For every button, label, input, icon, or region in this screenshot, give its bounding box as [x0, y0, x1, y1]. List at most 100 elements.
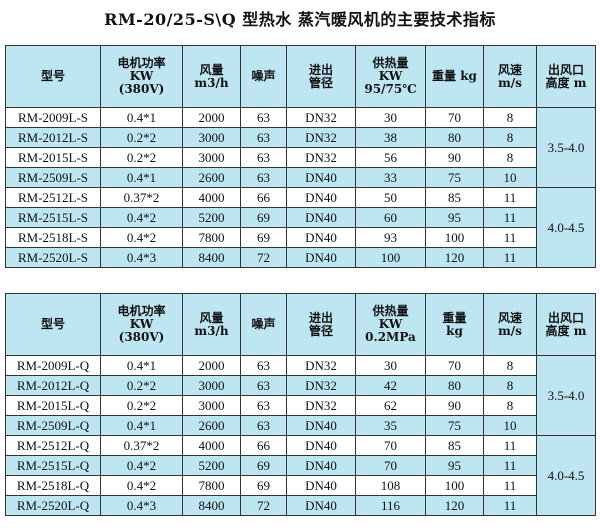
table-cell: 8 — [483, 375, 537, 396]
table-cell: 120 — [425, 247, 484, 268]
header-line: 型号 — [40, 317, 65, 331]
table-cell: 11 — [483, 475, 537, 496]
column-header: 供热量 KW 95/75℃ — [355, 45, 426, 108]
table-row: RM-2009L-Q 0.4*1 2000 63 DN32 30 70 8 3.5-4.0 — [5, 355, 596, 436]
table-cell: 11 — [483, 227, 537, 248]
table-cell: 2000 — [182, 107, 241, 128]
table-cell: DN40 — [286, 187, 356, 208]
table-cell: 95 — [425, 207, 484, 228]
header-line: 风速 — [497, 310, 522, 325]
header-line: (380V) — [118, 330, 165, 344]
table-cell: DN40 — [286, 227, 356, 248]
outlet-height-cell: 3.5-4.0 — [536, 355, 596, 436]
header-row: 型号 电机功率 KW (380V) 风量 m3/h 噪声 进出 管径 供热量 KW 0.2MPa 重量 k… — [5, 293, 596, 356]
column-header: 重量 kg — [425, 293, 484, 356]
column-header: 型号 — [5, 293, 101, 356]
header-line: 出风口 — [547, 310, 584, 325]
column-header: 出风口 高度 m — [536, 293, 596, 356]
table-cell: 0.37*2 — [100, 435, 183, 456]
table-cell: 63 — [240, 355, 287, 376]
header-line: 管径 — [308, 323, 333, 338]
table-cell: 80 — [425, 375, 484, 396]
outlet-height-cell: 3.5-4.0 — [536, 107, 596, 188]
header-line: KW — [378, 69, 403, 83]
table-cell: 69 — [240, 227, 287, 248]
outlet-height-cell: 4.0-4.5 — [536, 435, 596, 516]
table-cell: 8 — [483, 107, 537, 128]
header-line: m/s — [498, 323, 522, 338]
column-header: 噪声 — [240, 293, 287, 356]
table-cell: 11 — [483, 495, 537, 516]
table-row: RM-2520L-Q 0.4*3 8400 72 DN40 116 120 11 — [5, 495, 596, 516]
table-cell: 3000 — [182, 127, 241, 148]
column-header: 供热量 KW 0.2MPa — [355, 293, 426, 356]
table-cell: DN32 — [286, 107, 356, 128]
table-cell: 90 — [425, 395, 484, 416]
table-cell: 80 — [425, 127, 484, 148]
table-cell: 62 — [355, 395, 426, 416]
table-cell: 85 — [425, 187, 484, 208]
table-cell: DN32 — [286, 355, 356, 376]
table-row: RM-2509L-S 0.4*1 2600 63 DN40 33 75 10 — [5, 167, 596, 188]
header-line: 风量 — [199, 62, 224, 77]
table-cell: RM-2012L-S — [5, 127, 101, 148]
column-header: 噪声 — [240, 45, 287, 108]
table-cell: RM-2518L-S — [5, 227, 101, 248]
table-row: RM-2012L-S 0.2*2 3000 63 DN32 38 80 8 — [5, 127, 596, 148]
header-line: KW — [129, 69, 154, 83]
table-cell: 63 — [240, 167, 287, 188]
table-cell: 42 — [355, 375, 426, 396]
table-cell: 63 — [240, 147, 287, 168]
table-cell: 0.2*2 — [100, 147, 183, 168]
header-line: 进出 — [308, 310, 333, 325]
table-cell: 69 — [240, 207, 287, 228]
table-cell: 5200 — [182, 207, 241, 228]
table-cell: 63 — [240, 127, 287, 148]
header-line: 高度 m — [545, 323, 587, 338]
header-line: m3/h — [194, 75, 229, 90]
table-cell: RM-2015L-S — [5, 147, 101, 168]
header-line: m3/h — [194, 323, 229, 338]
page-title: RM-20/25-S\Q 型热水 蒸汽暖风机的主要技术指标 — [104, 10, 496, 29]
table-cell: 0.4*1 — [100, 415, 183, 436]
header-line: 出风口 — [547, 62, 584, 77]
table-cell: 116 — [355, 495, 426, 516]
table-cell: RM-2520L-Q — [5, 495, 101, 516]
table-cell: 0.4*1 — [100, 107, 183, 128]
table-cell: 11 — [483, 247, 537, 268]
table-cell: 8400 — [182, 247, 241, 268]
table-cell: 69 — [240, 455, 287, 476]
table-cell: 8 — [483, 127, 537, 148]
table-row: RM-2515L-Q 0.4*2 5200 69 DN40 70 95 11 — [5, 455, 596, 476]
table-cell: 0.4*2 — [100, 227, 183, 248]
header-line: 噪声 — [251, 317, 276, 331]
table-row: RM-2518L-S 0.4*2 7800 69 DN40 93 100 11 — [5, 227, 596, 248]
table-cell: 2600 — [182, 415, 241, 436]
table-cell: 10 — [483, 167, 537, 188]
header-line: 重量 — [442, 310, 467, 325]
table-cell: 5200 — [182, 455, 241, 476]
table-row: RM-2509L-Q 0.4*1 2600 63 DN40 35 75 10 — [5, 415, 596, 436]
header-line: 电机功率 — [117, 56, 166, 70]
table-cell: DN32 — [286, 395, 356, 416]
table-cell: 66 — [240, 435, 287, 456]
table-cell: 70 — [425, 355, 484, 376]
header-line: 型号 — [40, 69, 65, 83]
column-header: 重量 kg — [425, 45, 484, 108]
table-row: RM-2512L-S 0.37*2 4000 66 DN40 50 85 11 4.0-4.5 — [5, 187, 596, 268]
table-cell: 93 — [355, 227, 426, 248]
table-cell: 3000 — [182, 395, 241, 416]
table-cell: 30 — [355, 355, 426, 376]
table-row: RM-2015L-S 0.2*2 3000 63 DN32 56 90 8 — [5, 147, 596, 168]
table-cell: 70 — [355, 455, 426, 476]
table-cell: 0.4*2 — [100, 475, 183, 496]
header-line: 高度 m — [545, 75, 587, 90]
table-cell: 0.4*3 — [100, 495, 183, 516]
header-line: m/s — [498, 75, 522, 90]
table-cell: DN40 — [286, 435, 356, 456]
table-cell: 30 — [355, 107, 426, 128]
column-header: 进出 管径 — [286, 45, 356, 108]
table-cell: DN40 — [286, 475, 356, 496]
table-cell: 100 — [425, 227, 484, 248]
column-header: 风量 m3/h — [182, 293, 241, 356]
